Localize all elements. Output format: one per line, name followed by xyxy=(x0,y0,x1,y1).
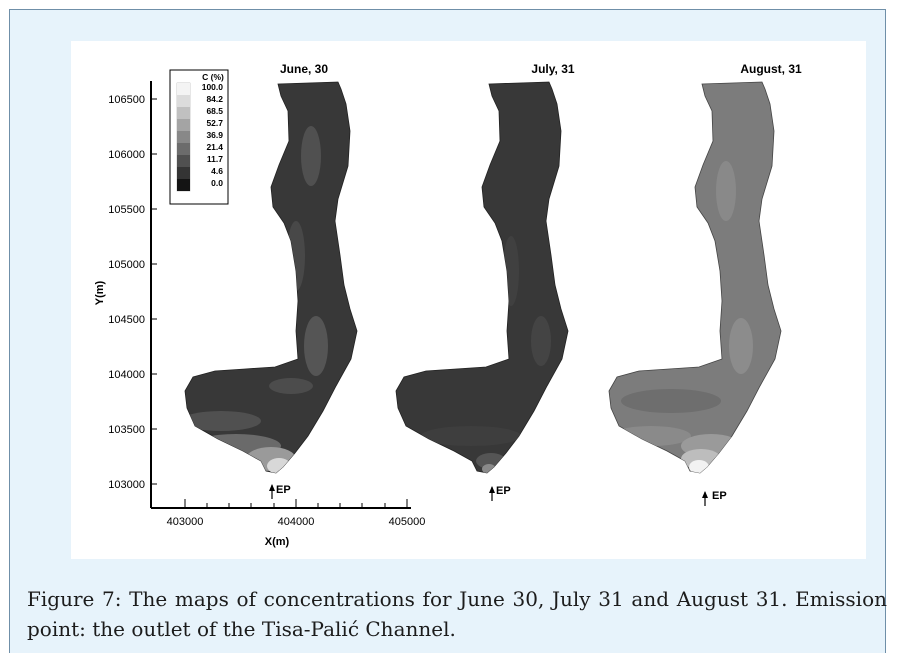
map-panel-august: August, 31 EP xyxy=(608,62,802,506)
color-legend: C (%) 100.0 84.2 68.5 52.7 36.9 21.4 11.… xyxy=(169,69,229,205)
legend-level: 68.5 xyxy=(206,106,223,116)
legend-level: 4.6 xyxy=(211,166,223,176)
x-tick-label: 405000 xyxy=(389,516,426,528)
y-tick-label: 105000 xyxy=(108,259,145,271)
lake-shape xyxy=(395,81,569,474)
legend-level: 36.9 xyxy=(206,130,223,140)
legend-level: 84.2 xyxy=(206,94,223,104)
legend-level: 100.0 xyxy=(202,82,224,92)
map-panel-july: July, 31 EP xyxy=(395,62,575,501)
y-axis-label: Y(m) xyxy=(94,280,106,305)
legend-level: 0.0 xyxy=(211,178,223,188)
x-ticks: 403000 404000 405000 xyxy=(167,499,426,528)
figure-caption: Figure 7: The maps of concentrations for… xyxy=(27,584,887,644)
ep-label: EP xyxy=(496,485,511,497)
panel-title: July, 31 xyxy=(531,62,574,76)
x-tick-label: 403000 xyxy=(167,516,204,528)
ep-label: EP xyxy=(276,484,291,496)
x-tick-label: 404000 xyxy=(278,516,315,528)
concentration-maps-svg: June, 30 EP July, 31 EP xyxy=(94,62,802,548)
ep-label: EP xyxy=(712,490,727,502)
concentration-maps-figure: June, 30 EP July, 31 EP xyxy=(71,41,866,559)
figure-frame: June, 30 EP July, 31 EP xyxy=(9,9,887,653)
y-tick-label: 104000 xyxy=(108,369,145,381)
legend-title: C (%) xyxy=(202,72,224,82)
y-ticks: 106500 106000 105500 105000 104500 10400… xyxy=(108,94,157,491)
lake-shape xyxy=(608,81,782,474)
y-tick-label: 106500 xyxy=(108,94,145,106)
axes: 106500 106000 105500 105000 104500 10400… xyxy=(94,81,425,548)
y-tick-label: 103500 xyxy=(108,424,145,436)
panel-title: August, 31 xyxy=(740,62,802,76)
y-tick-label: 103000 xyxy=(108,479,145,491)
legend-level: 21.4 xyxy=(206,142,223,152)
x-axis-label: X(m) xyxy=(265,536,290,548)
caption-text: Figure 7: The maps of concentrations for… xyxy=(27,587,887,641)
y-tick-label: 106000 xyxy=(108,149,145,161)
panel-title: June, 30 xyxy=(280,62,328,76)
y-tick-label: 104500 xyxy=(108,314,145,326)
legend-level: 52.7 xyxy=(206,118,223,128)
y-tick-label: 105500 xyxy=(108,204,145,216)
legend-level: 11.7 xyxy=(207,154,223,164)
